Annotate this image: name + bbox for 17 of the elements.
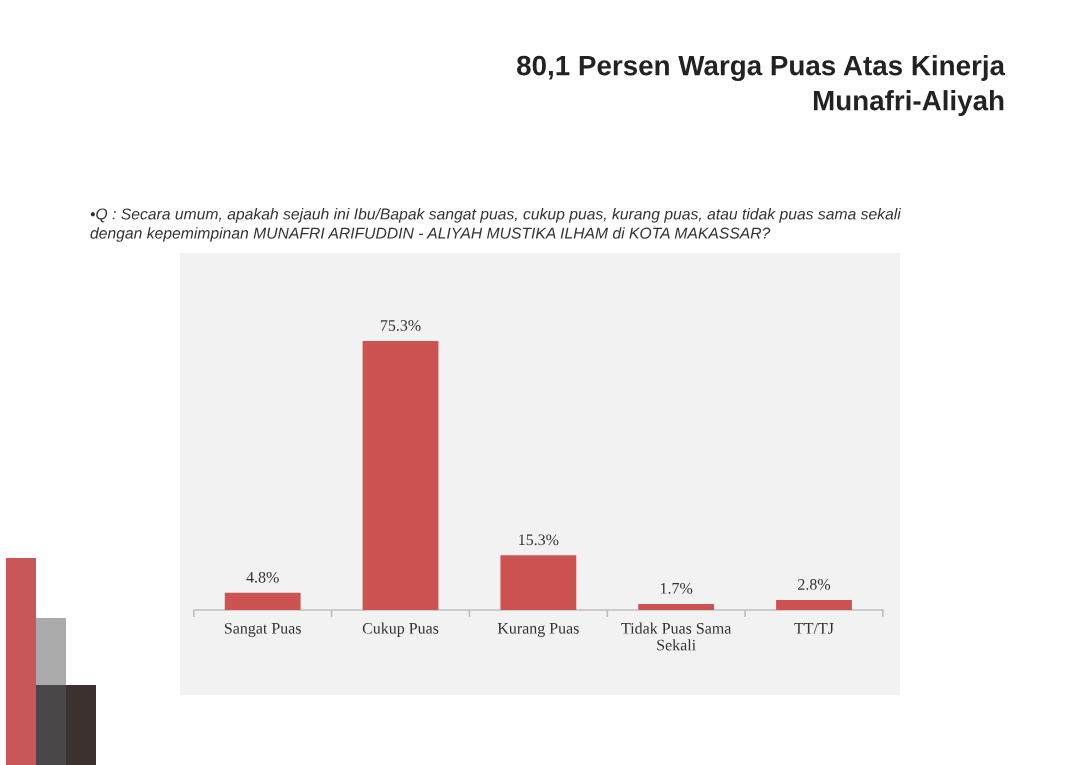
bar [500, 555, 577, 610]
chart-title: 80,1 Persen Warga Puas Atas Kinerja Munafri-Aliyah [517, 55, 1006, 116]
chart-subtitle: •Q : Secara umum, apakah sejauh ini Ibu/Bapak sangat puas, cukup puas, kurang puas, atau tidak puas sama sekali dengan kepemimpinan MUNAFRI ARIFUDDIN - ALIYAH MUSTIKA ILHAM di KOTA MAKASSAR? [90, 208, 902, 242]
data-label: 1.7% [660, 582, 693, 594]
data-label: 15.3% [519, 534, 559, 546]
data-label: 2.8% [798, 579, 831, 590]
data-label: 4.8% [246, 571, 279, 583]
bar [638, 603, 715, 610]
x-tick-label: Tidak Puas Sama Sekali [621, 622, 732, 651]
bar [362, 341, 439, 610]
x-tick-label: Sangat Puas [224, 622, 301, 637]
bar [776, 600, 852, 610]
x-tick-label: Cukup Puas [362, 622, 439, 637]
bar [224, 592, 301, 610]
x-tick-label: TT/TJ [794, 623, 834, 634]
data-label: 75.3% [380, 320, 421, 331]
x-tick-label: Kurang Puas [497, 623, 579, 637]
